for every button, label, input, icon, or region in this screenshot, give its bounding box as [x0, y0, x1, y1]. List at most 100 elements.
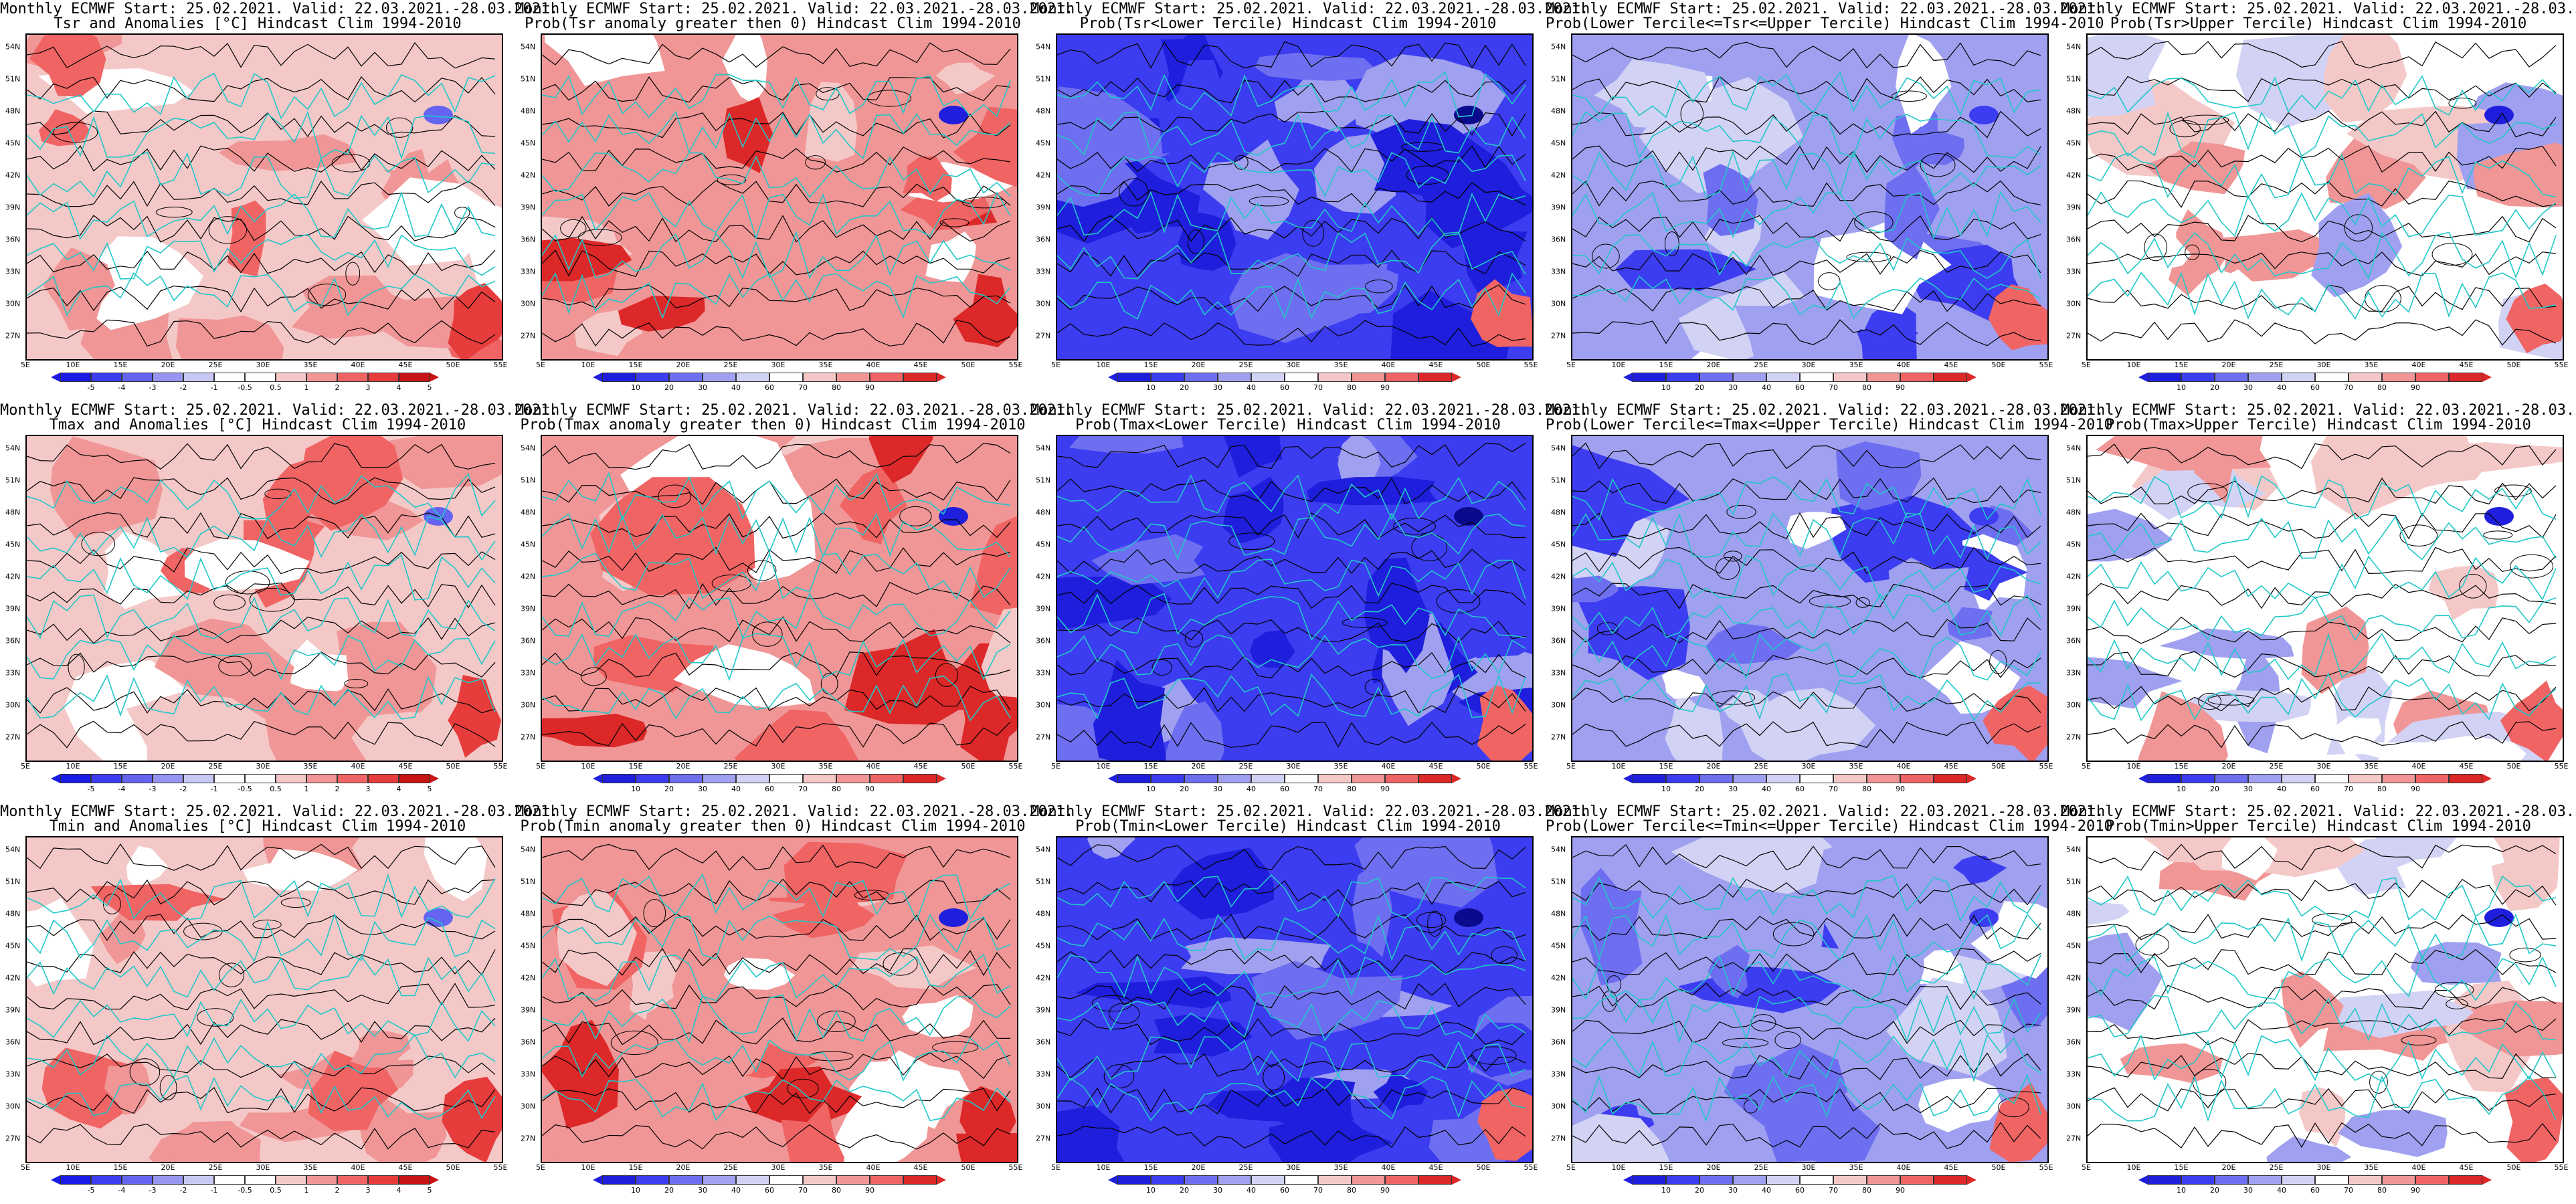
coastline: [2088, 596, 2557, 641]
shaded-region: [542, 237, 632, 282]
shaded-region: [1477, 1087, 1532, 1161]
colorbar-swatch: [1352, 373, 1385, 382]
colorbar-label: 0.5: [270, 1186, 282, 1195]
latitude-tick: 30N: [521, 299, 536, 308]
isotherm-contour: [1722, 1037, 1769, 1048]
colorbar-swatch: [2449, 373, 2482, 382]
latitude-tick: 36N: [1551, 1037, 1566, 1047]
latitude-tick: 45N: [1551, 138, 1566, 148]
isotherm-contour: [1365, 279, 1393, 294]
colorbar-label: 20: [664, 1186, 674, 1195]
longitude-tick: 40E: [1381, 762, 1396, 771]
field-map: [542, 837, 1017, 1162]
shaded-region: [618, 296, 705, 332]
isotherm-contour: [805, 155, 826, 170]
shaded-region: [1274, 70, 1362, 132]
colorbar: [1108, 373, 1461, 382]
latitude-tick: 45N: [1551, 941, 1566, 950]
latitude-tick: 27N: [1551, 1134, 1566, 1143]
longitude-tick: 50E: [446, 762, 460, 771]
isotherm-contour: [27, 477, 496, 505]
isotherm-contour: [1724, 550, 1742, 562]
map-panel: Monthly ECMWF Start: 25.02.2021. Valid: …: [515, 0, 1073, 401]
colorbar-swatch: [1117, 774, 1151, 783]
longitude-tick: 30E: [1801, 1163, 1816, 1172]
coastline: [27, 191, 496, 240]
isotherm-contour: [1491, 946, 1517, 965]
isotherm-contour: [1572, 878, 2041, 906]
latitude-tick: 39N: [1036, 1005, 1051, 1015]
shaded-region: [563, 73, 630, 197]
longitude-tick: 35E: [1333, 361, 1348, 369]
colorbar-label: 90: [1380, 1186, 1390, 1195]
isotherm-contour: [2448, 98, 2477, 109]
colorbar-swatch: [2181, 1175, 2215, 1185]
colorbar-label: 0.5: [270, 785, 282, 793]
latitude-tick: 48N: [1036, 508, 1051, 517]
coastline: [542, 994, 1011, 1043]
longitude-tick: 50E: [2506, 1163, 2521, 1172]
coastline: [1057, 673, 1526, 720]
field-map: [2088, 837, 2563, 1162]
longitude-tick: 30E: [1801, 762, 1816, 771]
latitude-tick: 36N: [1551, 636, 1566, 645]
isotherm-contour: [867, 90, 912, 107]
colorbar-swatch: [1934, 1175, 1967, 1185]
longitude-tick: 20E: [161, 762, 175, 771]
colorbar-label: 30: [1213, 785, 1222, 793]
colorbar-swatch: [91, 774, 122, 783]
colorbar-swatch: [2382, 1175, 2415, 1185]
colorbar-label: 80: [832, 1186, 841, 1195]
colorbar: [2138, 373, 2492, 382]
map-frame: [25, 435, 503, 762]
colorbar-label: 60: [1280, 1186, 1289, 1195]
colorbar-label: -1: [210, 1186, 218, 1195]
colorbar-label: 20: [2210, 383, 2219, 392]
isotherm-contour: [252, 919, 282, 930]
longitude-tick: 40E: [1896, 361, 1911, 369]
latitude-tick: 54N: [1036, 845, 1051, 854]
isotherm-contour: [1920, 153, 1956, 177]
shaded-region: [466, 227, 502, 309]
shaded-region: [1172, 847, 1274, 920]
isotherm-contour: [385, 117, 413, 138]
latitude-tick: 33N: [1036, 668, 1051, 678]
colorbar-swatch: [1285, 774, 1318, 783]
coastline: [27, 1074, 496, 1120]
isotherm-contour: [1572, 512, 2041, 540]
longitude-tick: 50E: [961, 361, 976, 369]
shaded-region: [1158, 60, 1241, 159]
coastline: [27, 110, 496, 160]
coastline: [542, 592, 1011, 639]
colorbar-high-arrow: [430, 1175, 439, 1185]
colorbar-swatch: [1900, 1175, 1934, 1185]
longitude-tick: 25E: [1754, 361, 1768, 369]
colorbar-swatch: [214, 774, 245, 783]
colorbar-label: 10: [1146, 1186, 1156, 1195]
shaded-region: [1734, 555, 1853, 607]
isotherm-contour: [1664, 231, 1679, 256]
shaded-region: [2088, 35, 2167, 117]
colorbar-label: 4: [396, 785, 401, 793]
map-frame: [541, 836, 1018, 1163]
shaded-region: [754, 841, 907, 904]
colorbar-label: -4: [118, 785, 126, 793]
colorbar-swatch: [2248, 1175, 2282, 1185]
longitude-tick: 40E: [351, 361, 365, 369]
latitude-tick: 33N: [1551, 668, 1566, 678]
shaded-region: [300, 436, 403, 531]
colorbar-label: 20: [1180, 1186, 1189, 1195]
isotherm-contour: [1572, 583, 2041, 609]
colorbar-low-arrow: [51, 774, 60, 783]
shaded-region: [1249, 629, 1295, 668]
colorbar-swatch: [903, 774, 937, 783]
coastline: [27, 1033, 496, 1079]
latitude-tick: 30N: [1551, 1102, 1566, 1111]
isotherm-contour: [1057, 249, 1526, 278]
shaded-region: [744, 1066, 862, 1124]
colorbar-label: 80: [1862, 785, 1871, 793]
colorbar-label: 10: [631, 1186, 640, 1195]
longitude-tick: 20E: [161, 361, 175, 369]
colorbar-label: 60: [1795, 383, 1805, 392]
longitude-tick: 25E: [208, 361, 223, 369]
